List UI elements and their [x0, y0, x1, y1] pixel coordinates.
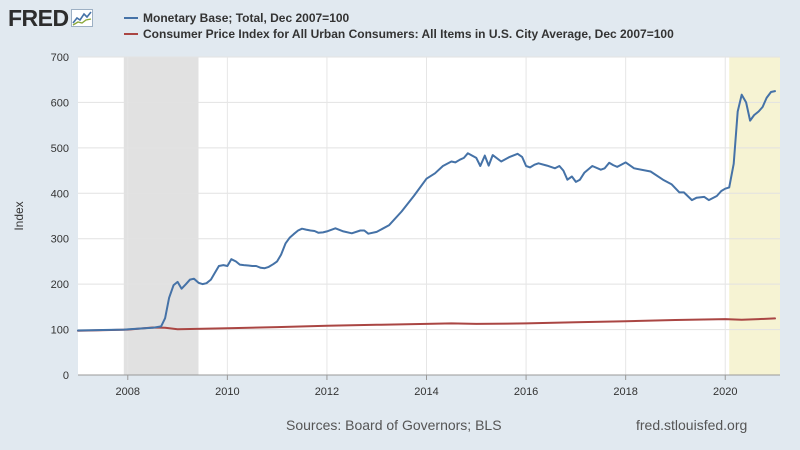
axes: 0 100 200 300 400 500 600 700 2008 2010 2012 2014 20… — [51, 52, 780, 398]
y-axis-label: Index — [12, 201, 26, 230]
legend-swatch-monetary-base — [124, 17, 138, 19]
x-tick-label: 2020 — [713, 386, 737, 398]
series-lines — [77, 90, 776, 332]
legend-label-monetary-base: Monetary Base; Total, Dec 2007=100 — [143, 11, 350, 25]
site-link[interactable]: fred.stlouisfed.org — [636, 417, 748, 433]
series-line-cpi — [77, 317, 776, 332]
fred-logo[interactable]: FRED — [8, 6, 93, 30]
legend-item-cpi: Consumer Price Index for All Urban Consu… — [124, 26, 674, 42]
x-tick-label: 2014 — [414, 386, 438, 398]
sources-text: Sources: Board of Governors; BLS — [286, 417, 502, 433]
chart-legend: Monetary Base; Total, Dec 2007=100 Consu… — [124, 10, 674, 42]
x-tick-label: 2012 — [315, 386, 339, 398]
recession-band-0 — [123, 57, 199, 375]
series-line-monetary-base — [77, 90, 776, 332]
x-tick-label: 2008 — [116, 386, 140, 398]
legend-item-monetary-base: Monetary Base; Total, Dec 2007=100 — [124, 10, 674, 26]
y-tick-label: 500 — [51, 143, 69, 155]
recession-band-1 — [729, 57, 780, 375]
gridlines — [78, 56, 780, 375]
y-tick-label: 600 — [51, 97, 69, 109]
legend-swatch-cpi — [124, 33, 138, 35]
y-tick-label: 100 — [51, 325, 69, 337]
y-tick-label: 400 — [51, 188, 69, 200]
x-tick-label: 2018 — [613, 386, 637, 398]
fred-graph-icon — [70, 9, 93, 27]
x-tick-label: 2010 — [215, 386, 239, 398]
y-tick-label: 0 — [63, 370, 69, 382]
y-tick-label: 300 — [51, 234, 69, 246]
fred-logo-text: FRED — [8, 5, 69, 31]
y-tick-label: 700 — [51, 52, 69, 64]
x-tick-label: 2016 — [514, 386, 538, 398]
legend-label-cpi: Consumer Price Index for All Urban Consu… — [143, 27, 674, 41]
y-tick-label: 200 — [51, 279, 69, 291]
